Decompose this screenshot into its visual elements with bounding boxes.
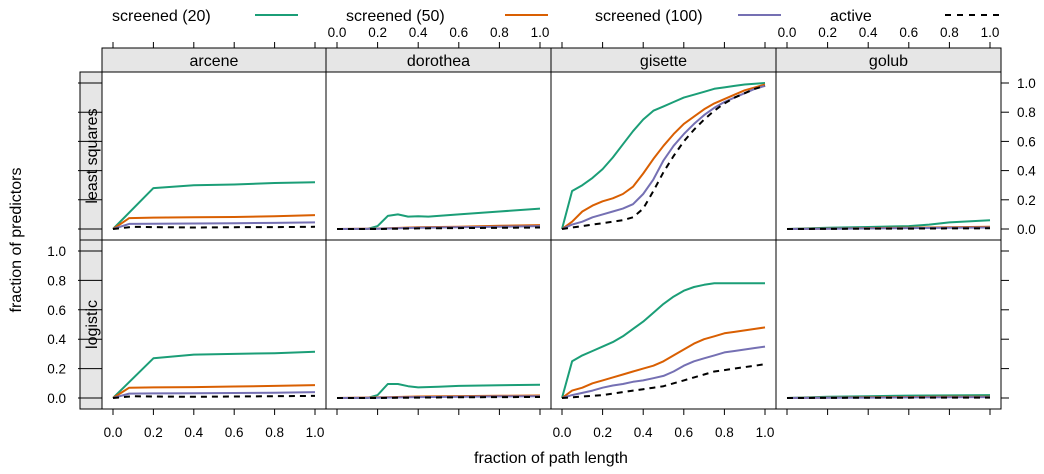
row-strip-label-least-squares: least squares bbox=[84, 108, 101, 203]
x-tick-label-top-dorothea-3: 0.6 bbox=[449, 25, 468, 40]
panel-logistic-golub bbox=[776, 240, 1001, 409]
y-tick-label-right-least-squares-2: 0.4 bbox=[1017, 164, 1036, 179]
x-tick-label-bottom-gisette-0: 0.0 bbox=[553, 425, 572, 440]
panel-logistic-dorothea bbox=[326, 240, 551, 409]
x-tick-label-top-dorothea-2: 0.4 bbox=[409, 25, 428, 40]
x-axis-title: fraction of path length bbox=[474, 450, 628, 467]
series-line-least-squares-gisette-screened-20 bbox=[562, 83, 765, 229]
y-tick-label-left-logistic-1: 0.2 bbox=[47, 362, 66, 377]
x-tick-label-top-dorothea-0: 0.0 bbox=[328, 25, 347, 40]
panel-least-squares-gisette bbox=[551, 72, 776, 240]
x-tick-label-bottom-gisette-1: 0.2 bbox=[593, 425, 612, 440]
y-axis-title: fraction of predictors bbox=[8, 168, 25, 313]
strip-label-gisette: gisette bbox=[640, 53, 687, 70]
x-tick-label-bottom-arcene-1: 0.2 bbox=[144, 425, 163, 440]
panel-logistic-arcene bbox=[102, 240, 326, 409]
y-tick-label-left-logistic-0: 0.0 bbox=[47, 391, 66, 406]
legend-label-screened-20: screened (20) bbox=[112, 8, 211, 25]
strip-label-golub: golub bbox=[869, 53, 908, 70]
y-tick-label-left-logistic-5: 1.0 bbox=[47, 244, 66, 259]
panel-least-squares-dorothea bbox=[326, 72, 551, 240]
x-tick-label-bottom-arcene-4: 0.8 bbox=[265, 425, 284, 440]
x-tick-label-bottom-gisette-3: 0.6 bbox=[674, 425, 693, 440]
strip-label-arcene: arcene bbox=[190, 53, 239, 70]
legend-label-active: active bbox=[830, 8, 872, 25]
x-tick-label-top-golub-4: 0.8 bbox=[940, 25, 959, 40]
x-tick-label-bottom-gisette-4: 0.8 bbox=[715, 425, 734, 440]
x-tick-label-bottom-gisette-5: 1.0 bbox=[756, 425, 775, 440]
x-tick-label-top-golub-1: 0.2 bbox=[818, 25, 837, 40]
series-line-logistic-arcene-active bbox=[113, 396, 315, 398]
x-tick-label-bottom-gisette-2: 0.4 bbox=[634, 425, 653, 440]
panel-logistic-gisette bbox=[551, 240, 776, 409]
series-line-logistic-gisette-screened-20 bbox=[562, 283, 765, 398]
y-tick-label-right-least-squares-3: 0.6 bbox=[1017, 134, 1036, 149]
x-tick-label-bottom-arcene-3: 0.6 bbox=[225, 425, 244, 440]
strip-label-dorothea: dorothea bbox=[407, 53, 470, 70]
x-tick-label-top-golub-0: 0.0 bbox=[778, 25, 797, 40]
series-line-logistic-gisette-active bbox=[562, 364, 765, 398]
y-tick-label-left-logistic-3: 0.6 bbox=[47, 303, 66, 318]
series-line-logistic-gisette-screened-50 bbox=[562, 327, 765, 398]
legend-label-screened-50: screened (50) bbox=[346, 8, 445, 25]
x-tick-label-top-golub-3: 0.6 bbox=[899, 25, 918, 40]
legend-label-screened-100: screened (100) bbox=[595, 8, 703, 25]
x-tick-label-top-golub-5: 1.0 bbox=[981, 25, 1000, 40]
y-tick-label-right-least-squares-1: 0.2 bbox=[1017, 193, 1036, 208]
series-line-logistic-arcene-screened-20 bbox=[113, 352, 315, 398]
y-tick-label-left-logistic-2: 0.4 bbox=[47, 332, 66, 347]
x-tick-label-top-dorothea-4: 0.8 bbox=[490, 25, 509, 40]
y-tick-label-right-least-squares-0: 0.0 bbox=[1017, 222, 1036, 237]
x-tick-label-top-golub-2: 0.4 bbox=[859, 25, 878, 40]
x-tick-label-bottom-arcene-2: 0.4 bbox=[184, 425, 203, 440]
y-tick-label-right-least-squares-4: 0.8 bbox=[1017, 105, 1036, 120]
x-tick-label-bottom-arcene-5: 1.0 bbox=[306, 425, 325, 440]
series-line-logistic-gisette-screened-100 bbox=[562, 347, 765, 398]
x-tick-label-bottom-arcene-0: 0.0 bbox=[104, 425, 123, 440]
panel-least-squares-golub bbox=[776, 72, 1001, 240]
x-tick-label-top-dorothea-1: 0.2 bbox=[368, 25, 387, 40]
y-tick-label-right-least-squares-5: 1.0 bbox=[1017, 76, 1036, 91]
x-tick-label-top-dorothea-5: 1.0 bbox=[531, 25, 550, 40]
series-line-least-squares-arcene-active bbox=[113, 227, 315, 229]
y-tick-label-left-logistic-4: 0.8 bbox=[47, 273, 66, 288]
row-strip-label-logistic: logistic bbox=[84, 300, 101, 349]
